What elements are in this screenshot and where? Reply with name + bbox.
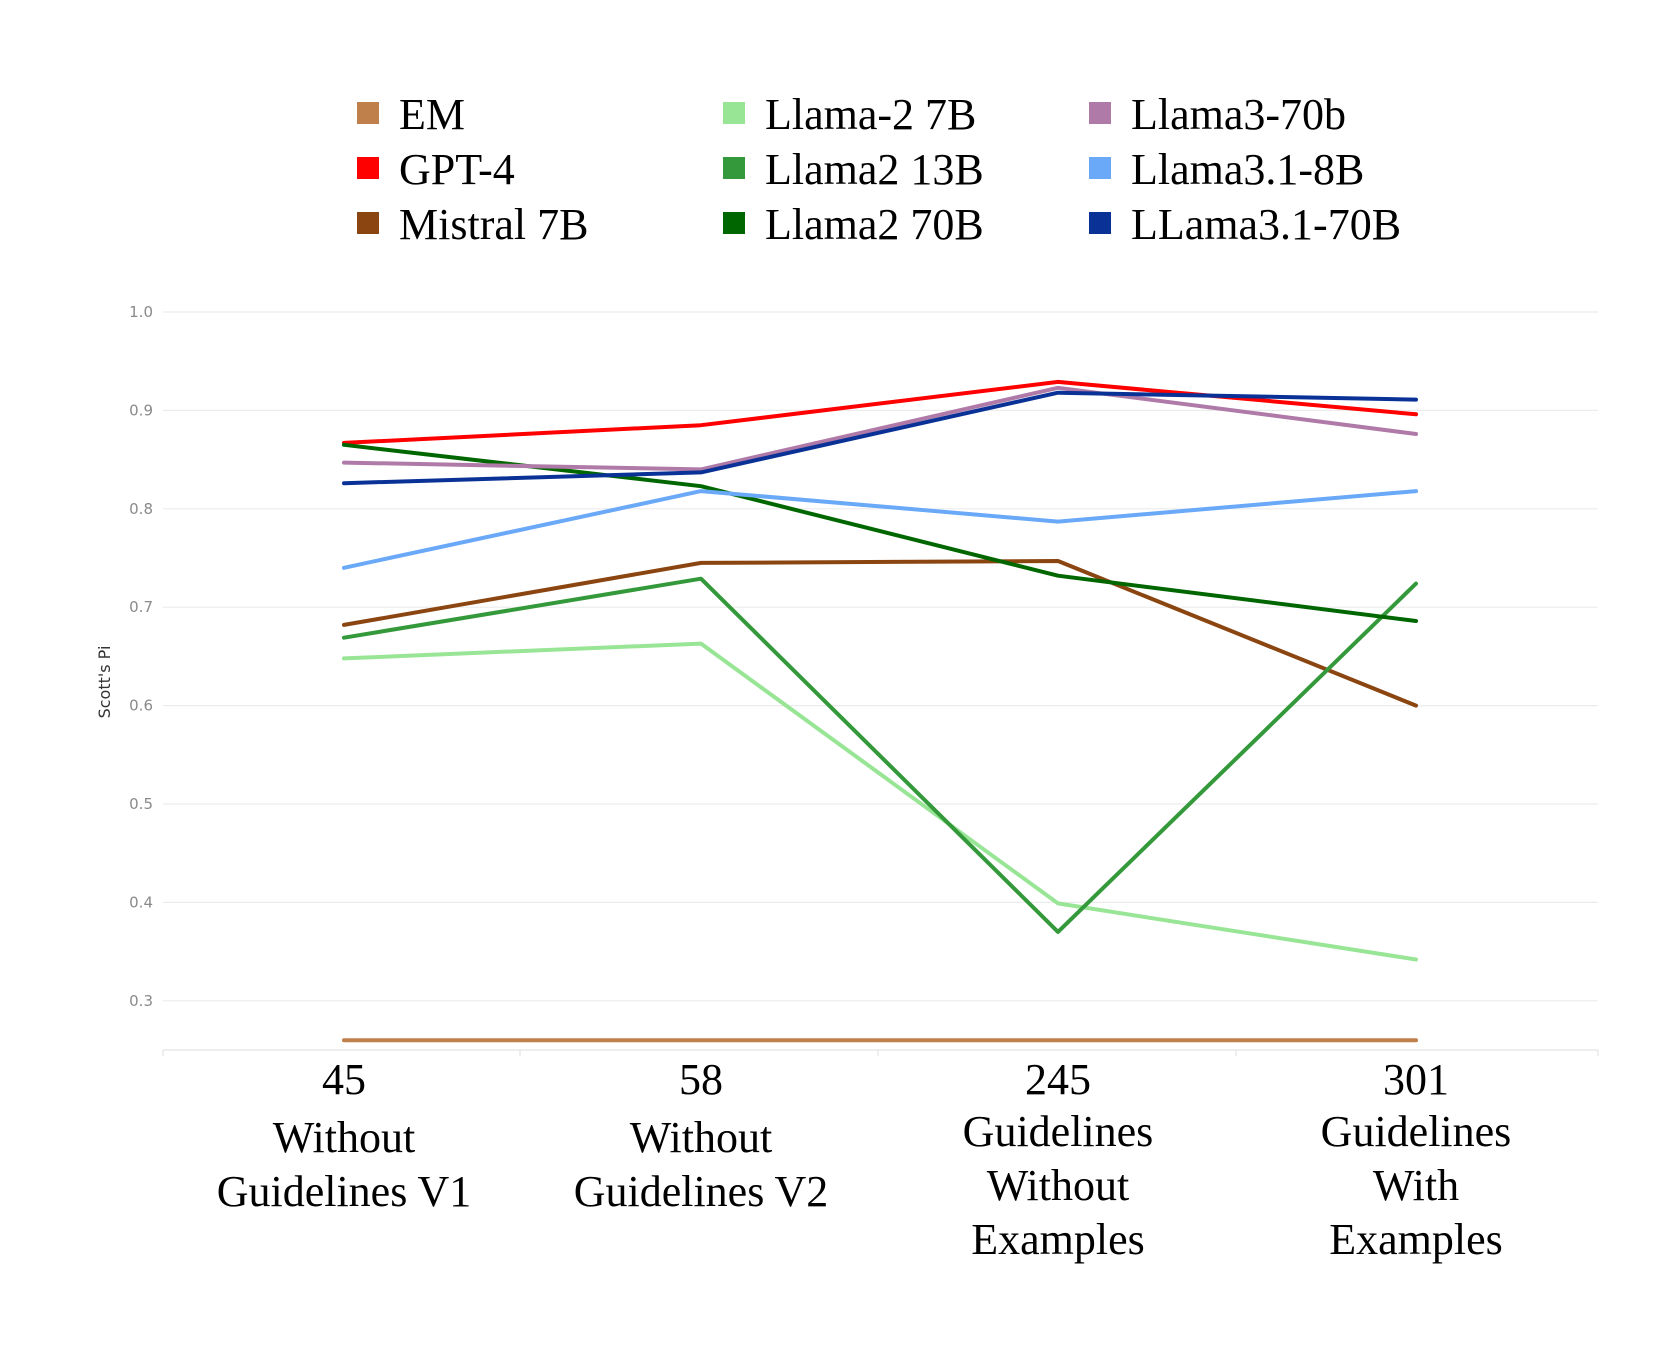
legend-label: Llama3.1-8B xyxy=(1131,145,1364,194)
legend-label: Llama3-70b xyxy=(1131,90,1346,139)
gridlines xyxy=(162,311,1599,1056)
legend-swatch xyxy=(1089,102,1111,124)
x-axis-categories: 45 Without Guidelines V1 58 Without Guideline… xyxy=(217,1055,1512,1264)
legend-item-llama3-1-70b: LLama3.1-70B xyxy=(1089,200,1401,249)
legend-label: Llama2 13B xyxy=(765,145,984,194)
x-category-text: Guidelines xyxy=(1321,1107,1512,1156)
x-category-text: Guidelines xyxy=(963,1107,1154,1156)
x-category-text: Without xyxy=(273,1113,415,1162)
series-lines xyxy=(342,379,1418,1043)
legend-swatch xyxy=(1089,212,1111,234)
x-category-number: 245 xyxy=(1025,1055,1091,1104)
x-category-text: Examples xyxy=(971,1215,1145,1264)
x-category-text: Without xyxy=(987,1161,1129,1210)
legend-label: EM xyxy=(399,90,465,139)
y-axis-label: Scott's Pi xyxy=(95,646,114,719)
y-tick-label: 0.5 xyxy=(129,795,153,813)
legend-swatch xyxy=(357,212,379,234)
x-category-58: 58 Without Guidelines V2 xyxy=(574,1055,829,1216)
series-line-llama3-1-8b xyxy=(342,489,1418,570)
series-line-llama-2-7b xyxy=(342,641,1418,962)
y-tick-label: 0.3 xyxy=(129,992,153,1010)
x-category-text: Guidelines V1 xyxy=(217,1167,472,1216)
legend-item-llama2-70b: Llama2 70B xyxy=(723,200,984,249)
legend-item-llama3-1-8b: Llama3.1-8B xyxy=(1089,145,1364,194)
y-tick-label: 0.7 xyxy=(129,598,153,616)
legend-label: LLama3.1-70B xyxy=(1131,200,1401,249)
y-tick-label: 0.8 xyxy=(129,500,153,518)
x-category-45: 45 Without Guidelines V1 xyxy=(217,1055,472,1216)
legend-swatch xyxy=(357,102,379,124)
legend-item-llama-2-7b: Llama-2 7B xyxy=(723,90,976,139)
legend: EM GPT-4 Mistral 7B Llama-2 7B Llama2 13B Lla… xyxy=(357,90,1401,249)
x-category-text: Examples xyxy=(1329,1215,1503,1264)
x-category-text: Without xyxy=(630,1113,772,1162)
legend-label: Mistral 7B xyxy=(399,200,588,249)
legend-item-llama3-70b: Llama3-70b xyxy=(1089,90,1346,139)
legend-label: GPT-4 xyxy=(399,145,515,194)
legend-item-gpt-4: GPT-4 xyxy=(357,145,515,194)
legend-swatch xyxy=(723,157,745,179)
y-tick-label: 0.9 xyxy=(129,401,153,419)
legend-label: Llama2 70B xyxy=(765,200,984,249)
x-category-number: 301 xyxy=(1383,1055,1449,1104)
x-category-number: 58 xyxy=(679,1055,723,1104)
legend-swatch xyxy=(723,212,745,234)
series-line-llama3-70b xyxy=(342,385,1418,472)
legend-swatch xyxy=(723,102,745,124)
x-category-number: 45 xyxy=(322,1055,366,1104)
y-tick-label: 1.0 xyxy=(129,303,153,321)
legend-item-mistral-7b: Mistral 7B xyxy=(357,200,588,249)
series-line-llama3-1-70b xyxy=(342,390,1418,486)
legend-swatch xyxy=(1089,157,1111,179)
y-axis-ticks: 0.3 0.4 0.5 0.6 0.7 0.8 0.9 1.0 xyxy=(129,303,153,1010)
legend-swatch xyxy=(357,157,379,179)
y-tick-label: 0.6 xyxy=(129,697,153,715)
series-line-llama2-13b xyxy=(342,576,1418,934)
series-line-mistral-7b xyxy=(342,559,1418,708)
y-tick-label: 0.4 xyxy=(129,893,153,911)
legend-label: Llama-2 7B xyxy=(765,90,976,139)
legend-item-llama2-13b: Llama2 13B xyxy=(723,145,984,194)
legend-item-em: EM xyxy=(357,90,465,139)
x-category-text: With xyxy=(1373,1161,1459,1210)
x-category-text: Guidelines V2 xyxy=(574,1167,829,1216)
